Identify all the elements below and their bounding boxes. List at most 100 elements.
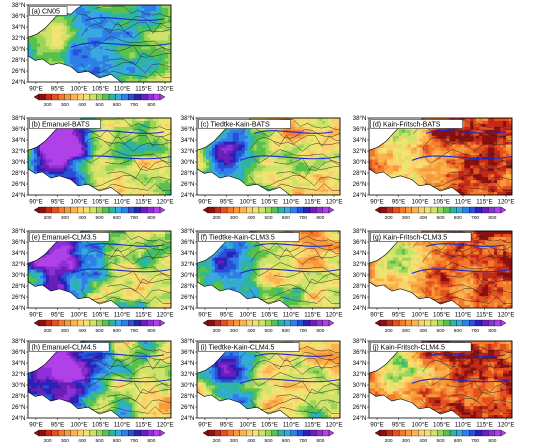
lon-label: 110°E <box>455 422 471 429</box>
colorbar-swatch <box>96 319 103 327</box>
lon-label: 100°E <box>240 199 257 206</box>
colorbar-swatch <box>115 206 122 214</box>
colorbar-swatch <box>462 429 470 437</box>
lon-label: 120°E <box>326 312 343 319</box>
colorbar-tick: 500 <box>264 215 272 221</box>
lat-label: 32°N <box>12 35 26 42</box>
colorbar-tick: 800 <box>147 438 155 443</box>
country-boundary <box>368 340 513 419</box>
colorbar-tick: 800 <box>147 328 155 334</box>
lat-label: 30°N <box>181 159 195 166</box>
panel-title: (c) Tiedtke-Kain-BATS <box>201 122 270 129</box>
colorbar-tick: 700 <box>299 438 307 443</box>
lon-label: 120°E <box>326 199 343 206</box>
colorbar-swatch <box>456 206 463 214</box>
lat-label: 32°N <box>353 148 367 155</box>
colorbar-swatch <box>386 319 393 327</box>
colorbar-swatch <box>277 319 285 327</box>
lat-label: 38°N <box>181 115 195 122</box>
colorbar-swatch <box>147 93 154 101</box>
lat-label: 32°N <box>181 371 195 378</box>
colorbar-swatch <box>290 206 298 214</box>
lat-label: 34°N <box>353 360 367 367</box>
lon-label: 100°E <box>412 422 429 429</box>
colorbar-swatch <box>322 429 330 437</box>
lat-label: 30°N <box>12 272 26 279</box>
colorbar-swatch <box>411 429 419 437</box>
colorbar-swatch <box>51 206 59 214</box>
colorbar-swatch <box>379 206 387 214</box>
panel-frame <box>368 117 513 196</box>
colorbar-tick: 700 <box>299 328 307 334</box>
colorbar-swatch <box>121 429 129 437</box>
colorbar-swatch <box>316 319 323 327</box>
lat-label: 28°N <box>181 283 195 290</box>
colorbar-tick: 500 <box>95 438 103 443</box>
colorbar-tick: 600 <box>282 215 290 221</box>
colorbar-swatch <box>246 206 253 214</box>
colorbar-tick: 400 <box>78 328 86 334</box>
colorbar-swatch <box>108 206 116 214</box>
colorbar-swatch <box>220 319 228 327</box>
colorbar: 200 300 400 500 600 700 800 <box>202 319 335 334</box>
colorbar-tick: 300 <box>402 328 410 334</box>
colorbar-tick: 200 <box>385 328 393 334</box>
lat-label: 34°N <box>181 137 195 144</box>
lat-label: 36°N <box>12 13 26 20</box>
lon-label: 100°E <box>412 312 429 319</box>
lon-label: 110°E <box>114 312 130 319</box>
colorbar-swatch <box>297 206 304 214</box>
lon-label: 90°E <box>29 199 42 206</box>
lon-label: 100°E <box>71 312 88 319</box>
colorbar: 200 300 400 500 600 700 800 <box>33 93 166 108</box>
lon-label: 110°E <box>114 422 130 429</box>
panel-i: (i) Tiedtke-Kain-CLM4.5 38°N 36°N 34°N 32°N 3… <box>181 338 343 443</box>
colorbar-swatch <box>258 429 266 437</box>
colorbar: 200 300 400 500 600 700 800 <box>33 429 166 443</box>
colorbar-swatch <box>226 429 234 437</box>
colorbar-swatch <box>233 319 240 327</box>
lat-label: 32°N <box>181 261 195 268</box>
colorbar-swatch <box>233 206 240 214</box>
colorbar-swatch <box>392 319 400 327</box>
colorbar-swatch <box>430 319 438 327</box>
lon-label: 110°E <box>455 312 471 319</box>
colorbar-swatch <box>392 429 400 437</box>
colorbar-swatch <box>443 206 451 214</box>
lon-label: 110°E <box>455 199 471 206</box>
colorbar-swatch <box>443 429 451 437</box>
colorbar-swatch <box>443 319 451 327</box>
lon-label: 90°E <box>29 312 42 319</box>
colorbar-swatch <box>303 429 311 437</box>
lat-label: 30°N <box>12 159 26 166</box>
country-boundary <box>27 340 172 419</box>
colorbar-tick: 800 <box>316 328 324 334</box>
river-lines <box>411 353 512 384</box>
colorbar-swatch <box>57 429 65 437</box>
lon-label: 110°E <box>283 199 299 206</box>
lat-label: 32°N <box>181 148 195 155</box>
colorbar-swatch <box>437 319 444 327</box>
lon-label: 105°E <box>261 312 278 319</box>
colorbar-swatch <box>121 93 129 101</box>
lat-label: 24°N <box>181 415 195 422</box>
colorbar: 200 300 400 500 600 700 800 <box>374 319 507 334</box>
colorbar-swatch <box>102 319 110 327</box>
lat-label: 38°N <box>12 338 26 345</box>
province-lines <box>71 231 171 304</box>
lat-label: 30°N <box>181 272 195 279</box>
lon-label: 90°E <box>198 422 211 429</box>
country-boundary <box>196 340 341 419</box>
colorbar-swatch <box>418 206 425 214</box>
panel-frame <box>27 230 172 309</box>
lat-label: 38°N <box>353 338 367 345</box>
lat-label: 26°N <box>353 404 367 411</box>
colorbar-swatch <box>226 319 234 327</box>
lon-label: 90°E <box>370 199 383 206</box>
lon-label: 100°E <box>71 86 88 93</box>
panel-frame <box>27 117 172 196</box>
colorbar-swatch <box>214 429 221 437</box>
lon-label: 95°E <box>392 422 405 429</box>
lon-label: 100°E <box>240 312 257 319</box>
river-lines <box>411 130 512 161</box>
